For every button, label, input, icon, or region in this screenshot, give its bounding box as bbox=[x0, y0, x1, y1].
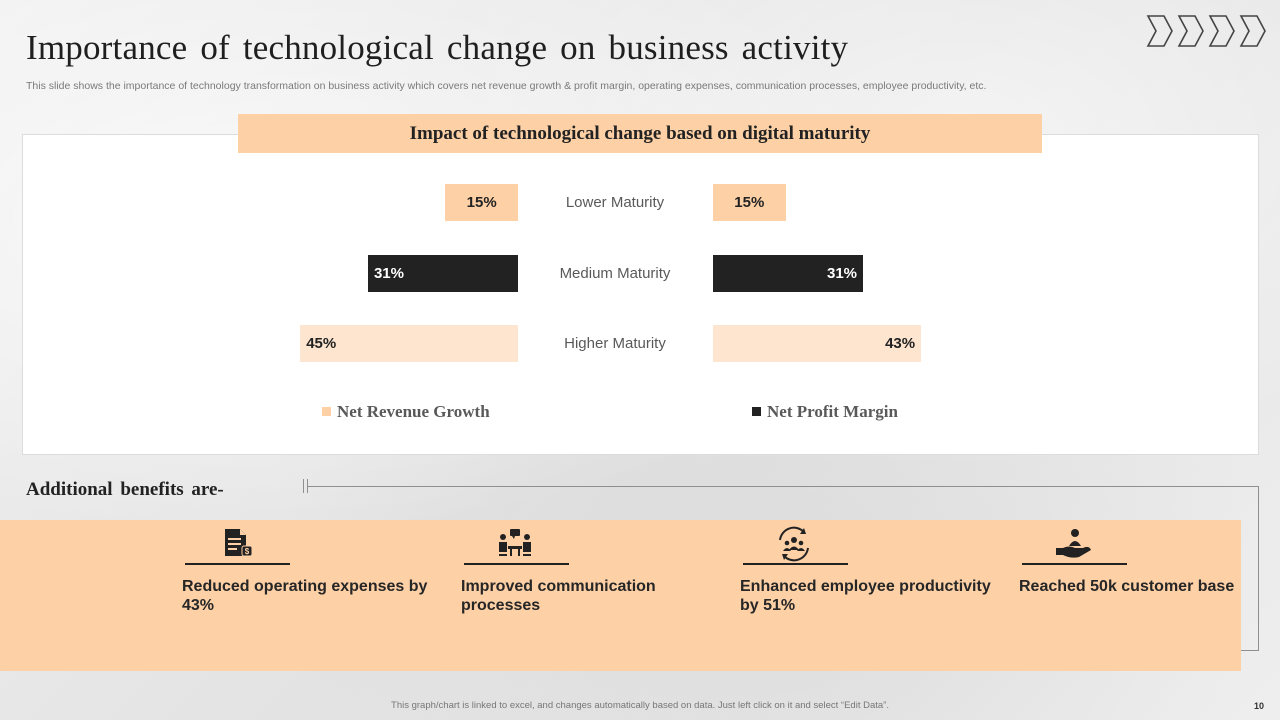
page-number: 10 bbox=[1254, 701, 1265, 711]
legend-swatch-profit bbox=[752, 407, 761, 416]
frame-tick-left bbox=[303, 479, 304, 493]
legend-net-revenue-growth: Net Revenue Growth bbox=[322, 402, 490, 424]
frame-bottom-line bbox=[1241, 650, 1259, 651]
benefit-underline bbox=[464, 563, 569, 565]
legend-label-profit: Net Profit Margin bbox=[767, 402, 898, 421]
benefit-underline bbox=[743, 563, 848, 565]
benefits-heading: Additional benefits are- bbox=[26, 479, 224, 500]
legend-net-profit-margin: Net Profit Margin bbox=[752, 402, 898, 424]
benefit-underline bbox=[1022, 563, 1127, 565]
slide-subtitle: This slide shows the importance of techn… bbox=[26, 80, 987, 92]
bar-net-revenue-growth: 45% bbox=[300, 325, 518, 362]
meeting-icon bbox=[499, 529, 531, 556]
frame-right-line bbox=[1258, 486, 1259, 651]
footnote: This graph/chart is linked to excel, and… bbox=[391, 700, 889, 711]
category-label: Medium Maturity bbox=[559, 265, 671, 282]
frame-tick-right bbox=[307, 479, 308, 493]
chevron-arrows-icon bbox=[1146, 15, 1266, 47]
benefit-text: Reached 50k customer base bbox=[1019, 578, 1235, 595]
bar-net-revenue-growth: 15% bbox=[445, 184, 518, 221]
team-cycle-icon bbox=[779, 526, 809, 562]
benefit-text: Improved communication processes bbox=[461, 578, 656, 614]
slide-title: Importance of technological change on bu… bbox=[26, 28, 849, 67]
document-money-icon: $ bbox=[225, 529, 253, 557]
hand-user-icon bbox=[1056, 529, 1091, 558]
bar-net-profit-margin: 31% bbox=[713, 255, 864, 292]
chart-card bbox=[22, 134, 1259, 455]
legend-swatch-revenue bbox=[322, 407, 331, 416]
legend-label-revenue: Net Revenue Growth bbox=[337, 402, 490, 421]
benefit-underline bbox=[185, 563, 290, 565]
benefit-text: Enhanced employee productivity by 51% bbox=[740, 578, 991, 614]
chart-title: Impact of technological change based on … bbox=[238, 114, 1042, 153]
bar-net-profit-margin: 15% bbox=[713, 184, 786, 221]
bar-net-profit-margin: 43% bbox=[713, 325, 922, 362]
category-label: Lower Maturity bbox=[565, 194, 665, 211]
category-label: Higher Maturity bbox=[564, 335, 666, 352]
frame-top-line bbox=[308, 486, 1259, 487]
bar-net-revenue-growth: 31% bbox=[367, 255, 518, 292]
benefits-band bbox=[0, 520, 1241, 671]
svg-text:$: $ bbox=[245, 547, 250, 556]
benefit-text: Reduced operating expenses by 43% bbox=[182, 578, 428, 614]
